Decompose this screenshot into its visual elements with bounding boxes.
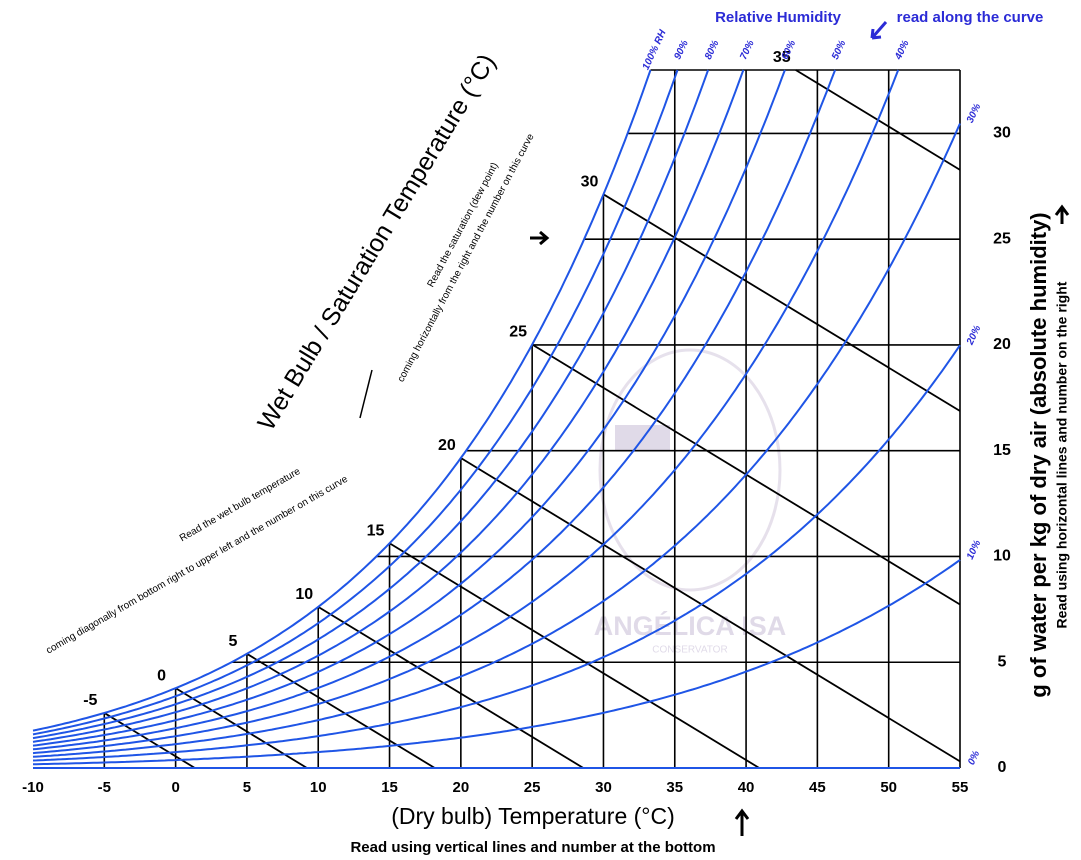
rh-label: 60% — [780, 39, 798, 62]
x-tick-label: 15 — [381, 779, 398, 796]
y-tick-label: 10 — [993, 548, 1011, 565]
rh-title: Relative Humidity — [715, 9, 842, 26]
rh-label: 70% — [738, 39, 756, 62]
y-axis-note: Read using horizontal lines and number o… — [1054, 281, 1070, 628]
x-tick-label: 50 — [880, 779, 897, 796]
x-tick-label: 5 — [243, 779, 251, 796]
rh-note: read along the curve — [897, 9, 1044, 26]
rh-curve — [32, 344, 961, 762]
arrow — [530, 230, 550, 246]
wet-bulb-label: 30 — [581, 174, 599, 191]
rh-curve — [32, 69, 652, 732]
wet-bulb-title: Wet Bulb / Saturation Temperature (°C) — [252, 49, 501, 435]
wet-bulb-label: 25 — [509, 324, 527, 341]
rh-curve — [32, 559, 961, 766]
rh-curve — [32, 69, 710, 740]
rh-label: 80% — [703, 39, 721, 62]
x-axis-note: Read using vertical lines and number at … — [350, 839, 715, 856]
x-tick-label: 55 — [952, 779, 969, 796]
x-tick-label: 35 — [666, 779, 683, 796]
y-tick-label: 25 — [993, 230, 1011, 247]
rh-label: 30% — [965, 102, 983, 125]
x-axis-label: (Dry bulb) Temperature (°C) — [391, 803, 675, 829]
wet-bulb-note: Read the wet bulb temperature — [178, 466, 303, 544]
y-tick-label: 15 — [993, 442, 1011, 459]
arrow — [1054, 204, 1070, 224]
rh-curve — [32, 69, 837, 751]
rh-label: 20% — [964, 324, 983, 348]
rh-curve — [32, 69, 745, 743]
wet-bulb-line — [246, 653, 436, 769]
wet-bulb-label: 0 — [157, 667, 166, 684]
rh-curve — [32, 69, 786, 747]
rh-curve — [32, 123, 961, 758]
x-tick-label: 0 — [171, 779, 179, 796]
rh-curve — [32, 69, 900, 755]
wet-bulb-line — [460, 457, 961, 763]
wet-bulb-label: -5 — [83, 692, 97, 709]
watermark-text: ANGÉLICA ISA — [594, 610, 787, 641]
y-tick-label: 20 — [993, 336, 1011, 353]
x-tick-label: 45 — [809, 779, 826, 796]
y-axis-label: g of water per kg of dry air (absolute h… — [1026, 212, 1051, 697]
wet-bulb-label: 15 — [367, 522, 385, 539]
y-tick-label: 5 — [998, 653, 1007, 670]
rh-label: 90% — [672, 39, 690, 62]
wet-bulb-line — [317, 606, 584, 769]
y-tick-label: 30 — [993, 125, 1011, 142]
wet-bulb-label: 20 — [438, 437, 456, 454]
x-tick-label: 30 — [595, 779, 612, 796]
rh-label: 100% RH — [641, 28, 669, 72]
arrow — [870, 21, 888, 40]
divider — [359, 369, 373, 419]
x-tick-label: 25 — [524, 779, 541, 796]
x-tick-label: -10 — [22, 779, 44, 796]
wet-bulb-label: 5 — [228, 633, 237, 650]
rh-label: 10% — [965, 539, 983, 562]
y-tick-label: 0 — [998, 759, 1007, 776]
rh-label: 50% — [830, 39, 848, 62]
arrow — [734, 808, 750, 836]
watermark-shape — [598, 348, 782, 592]
x-tick-label: 20 — [453, 779, 470, 796]
x-tick-label: -5 — [98, 779, 111, 796]
rh-curve — [32, 69, 679, 736]
rh-label: 0% — [966, 749, 982, 767]
wet-bulb-line — [602, 193, 961, 412]
rh-label: 40% — [893, 39, 912, 63]
wet-bulb-note: coming diagonally from bottom right to u… — [44, 474, 350, 657]
watermark-text: CONSERVATOR — [652, 645, 727, 656]
x-tick-label: 40 — [738, 779, 755, 796]
wet-bulb-label: 35 — [773, 49, 791, 66]
wet-bulb-line — [389, 542, 760, 769]
watermark: ANGÉLICA ISA CONSERVATOR — [594, 348, 787, 656]
wet-bulb-label: 10 — [295, 586, 313, 603]
x-tick-label: 10 — [310, 779, 327, 796]
